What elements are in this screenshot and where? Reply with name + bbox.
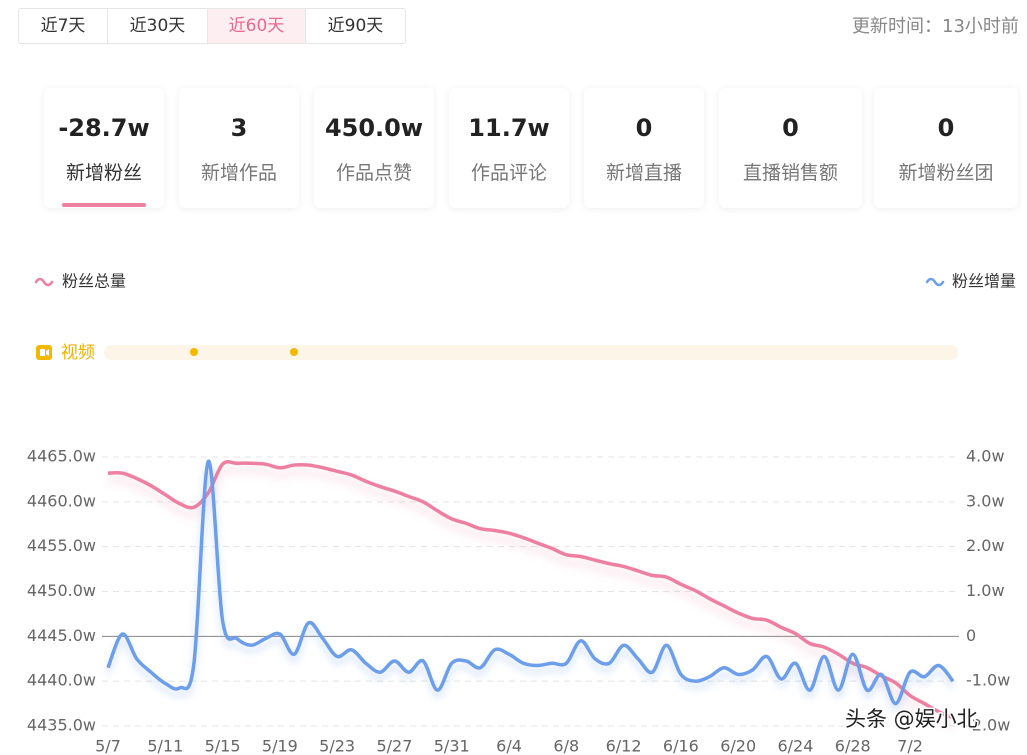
x-tick-label: 5/15 [205,737,241,755]
y-tick-label: 4460.0w [27,491,96,510]
tab[interactable]: 近30天 [108,9,208,43]
range-tabs: 近7天 近30天 近60天 近90天 [18,8,406,44]
active-underline [62,203,146,207]
y2-tick-label: 4.0w [966,447,1005,466]
stat-label: 新增粉丝 [65,162,142,184]
y2-tick-label: 0 [966,626,976,645]
y-tick-label: 4465.0w [27,447,96,466]
x-tick-label: 5/7 [95,737,121,755]
y-tick-label: 4440.0w [27,671,96,690]
stat-card[interactable]: 0 直播销售额 [719,88,862,208]
legend-label: 粉丝增量 [952,272,1016,291]
video-label: 视频 [61,343,95,363]
tab[interactable]: 近7天 [19,9,108,43]
stat-card[interactable]: 11.7w 作品评论 [449,88,569,208]
stat-value: 3 [230,114,248,142]
x-tick-label: 5/11 [147,737,183,755]
video-icon-glyph [40,349,49,356]
x-tick-label: 6/4 [496,737,522,755]
y-tick-label: 4435.0w [27,716,96,735]
series-line [107,460,954,720]
y-tick-label: 4445.0w [27,626,96,645]
video-dot[interactable] [290,348,298,356]
x-tick-label: 6/20 [720,737,756,755]
stat-label: 新增作品 [200,162,277,184]
legend-icon [925,277,945,287]
y-tick-label: 4450.0w [27,581,96,600]
y2-tick-label: -1.0w [966,671,1010,690]
x-tick-label: 7/2 [897,737,923,755]
stat-label: 作品评论 [470,162,547,184]
y-tick-label: 4455.0w [27,536,96,555]
x-tick-label: 6/28 [835,737,871,755]
x-tick-label: 5/23 [319,737,355,755]
update-time: 更新时间：13小时前 [852,16,1019,37]
y2-tick-label: 3.0w [966,491,1005,510]
stat-label: 新增直播 [605,162,682,184]
stat-value: -28.7w [58,114,150,142]
stat-card[interactable]: 3 新增作品 [179,88,299,208]
stat-label: 作品点赞 [335,162,412,184]
video-track [104,345,958,360]
stat-label: 直播销售额 [742,162,838,184]
y2-tick-label: -2.0w [966,716,1010,735]
x-tick-label: 6/16 [663,737,699,755]
x-tick-label: 5/27 [376,737,412,755]
y2-tick-label: 2.0w [966,536,1005,555]
stat-label: 新增粉丝团 [898,162,994,184]
stat-value: 0 [782,114,799,142]
x-tick-label: 5/31 [434,737,470,755]
y2-tick-label: 1.0w [966,581,1005,600]
tab[interactable]: 近90天 [327,16,384,36]
x-tick-label: 6/12 [606,737,642,755]
tab[interactable]: 近60天 [208,9,306,43]
stat-value: 450.0w [324,114,424,142]
legend-label: 粉丝总量 [62,272,126,291]
x-tick-label: 6/8 [553,737,579,755]
stat-card[interactable]: 450.0w 作品点赞 [314,88,434,208]
video-dot[interactable] [190,348,198,356]
stat-card[interactable]: 0 新增粉丝团 [874,88,1018,208]
stat-value: 0 [937,114,955,142]
series-line [106,459,955,706]
stat-card[interactable]: 0 新增直播 [584,88,704,208]
watermark: 头条 @娱小北 [845,707,978,731]
legend-icon [34,277,54,287]
stat-card[interactable]: -28.7w 新增粉丝 [44,88,164,208]
x-tick-label: 6/24 [777,737,813,755]
x-tick-label: 5/19 [262,737,298,755]
plot: 4435.0w 4440.0w 4445.0w 4450.0w 4455.0w 4460.… [27,447,1010,755]
stat-value: 0 [635,114,653,142]
stat-value: 11.7w [468,114,550,142]
